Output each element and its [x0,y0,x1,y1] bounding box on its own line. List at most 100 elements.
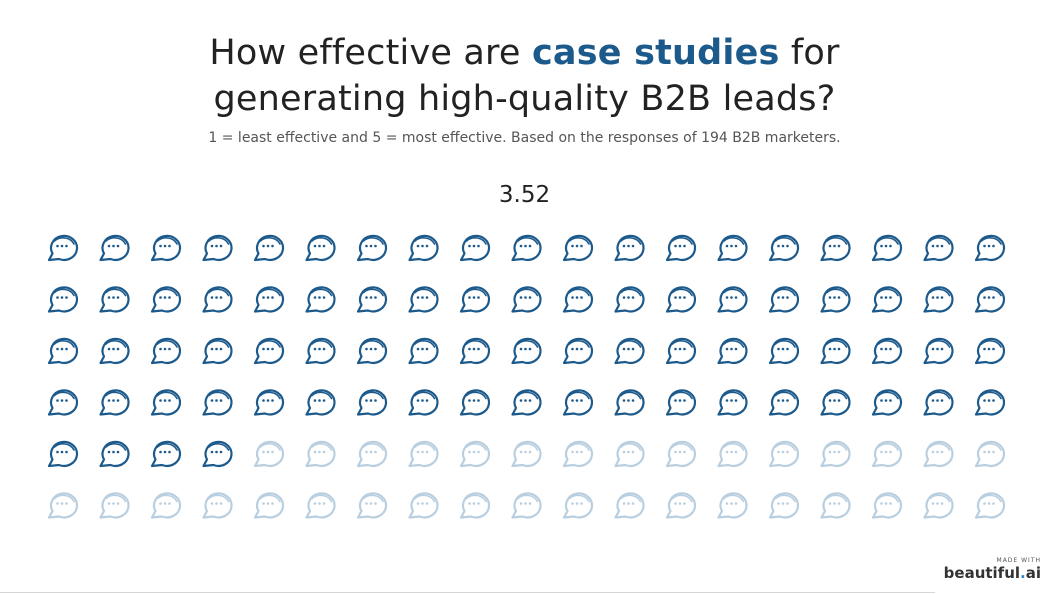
speech-bubble-icon-filled [150,234,182,262]
speech-bubble-icon-filled [150,337,182,365]
title-line-1: How effective are case studies for [0,30,1049,76]
speech-bubble-icon-filled [614,389,645,416]
speech-bubble-icon-filled [356,337,388,365]
speech-bubble-icon-filled [923,389,954,416]
speech-bubble-icon-filled [562,234,594,262]
brand-made-with: MADE WITH [996,557,1041,564]
speech-bubble-icon-filled [717,234,748,262]
brand-dot: . [1020,564,1026,582]
speech-bubble-icon-filled [562,389,594,416]
speech-bubble-icon-filled [202,234,233,262]
speech-bubble-icon-filled [47,389,79,416]
speech-bubble-icon-filled [511,286,542,313]
speech-bubble-icon-empty [614,492,645,519]
speech-bubble-icon-filled [202,286,233,313]
speech-bubble-icon-filled [768,389,800,416]
speech-bubble-icon-empty [768,440,800,468]
speech-bubble-icon-filled [47,440,79,468]
speech-bubble-icon-filled [871,234,903,262]
speech-bubble-icon-filled [408,286,439,313]
speech-bubble-icon-empty [562,440,594,468]
speech-bubble-icon-filled [408,337,439,365]
speech-bubble-icon-filled [150,389,182,416]
speech-bubble-icon-filled [665,286,697,313]
speech-bubble-icon-filled [202,389,233,416]
speech-bubble-icon-filled [923,337,954,365]
speech-bubble-icon-empty [974,440,1006,468]
speech-bubble-icon-empty [665,440,697,468]
speech-bubble-icon-filled [408,234,439,262]
speech-bubble-icon-empty [408,440,439,468]
speech-bubble-icon-filled [459,286,491,313]
speech-bubble-icon-filled [923,234,954,262]
speech-bubble-icon-filled [614,234,645,262]
brand-name-text: beautiful [943,564,1021,582]
brand-badge: MADE WITH beautiful.ai [944,557,1041,582]
brand-suffix: ai [1025,564,1041,582]
speech-bubble-icon-filled [665,234,697,262]
speech-bubble-icon-empty [150,492,182,519]
speech-bubble-icon-empty [356,440,388,468]
speech-bubble-icon-filled [202,337,233,365]
speech-bubble-icon-empty [408,492,439,519]
speech-bubble-icon-empty [820,492,851,519]
speech-bubble-icon-filled [820,337,851,365]
speech-bubble-icon-filled [253,337,285,365]
title-text-before: How effective are [209,33,532,73]
speech-bubble-icon-filled [47,234,79,262]
speech-bubble-icon-filled [768,234,800,262]
speech-bubble-icon-filled [717,389,748,416]
speech-bubble-icon-filled [768,286,800,313]
speech-bubble-icon-filled [511,337,542,365]
pictograph-grid [47,234,1006,519]
speech-bubble-icon-filled [459,337,491,365]
speech-bubble-icon-empty [717,492,748,519]
speech-bubble-icon-empty [459,440,491,468]
speech-bubble-icon-empty [202,492,233,519]
speech-bubble-icon-filled [47,337,79,365]
footer-divider [0,592,935,593]
title-text-after: for [779,33,840,73]
speech-bubble-icon-filled [871,337,903,365]
speech-bubble-icon-empty [459,492,491,519]
speech-bubble-icon-filled [408,389,439,416]
speech-bubble-icon-empty [665,492,697,519]
speech-bubble-icon-filled [99,337,130,365]
speech-bubble-icon-filled [202,440,233,468]
title-highlight: case studies [531,33,780,73]
speech-bubble-icon-filled [356,286,388,313]
speech-bubble-icon-filled [253,389,285,416]
speech-bubble-icon-filled [150,440,182,468]
speech-bubble-icon-empty [974,492,1006,519]
speech-bubble-icon-empty [356,492,388,519]
speech-bubble-icon-filled [459,389,491,416]
value-label: 3.52 [498,182,551,208]
speech-bubble-icon-filled [820,286,851,313]
speech-bubble-icon-filled [305,234,336,262]
speech-bubble-icon-filled [253,286,285,313]
speech-bubble-icon-empty [47,492,79,519]
speech-bubble-icon-filled [305,286,336,313]
speech-bubble-icon-filled [974,234,1006,262]
speech-bubble-icon-empty [562,492,594,519]
speech-bubble-icon-filled [562,337,594,365]
speech-bubble-icon-empty [253,492,285,519]
speech-bubble-icon-empty [768,492,800,519]
speech-bubble-icon-filled [717,337,748,365]
speech-bubble-icon-filled [923,286,954,313]
speech-bubble-icon-empty [871,440,903,468]
speech-bubble-icon-filled [99,286,130,313]
speech-bubble-icon-empty [717,440,748,468]
speech-bubble-icon-filled [871,286,903,313]
speech-bubble-icon-empty [871,492,903,519]
speech-bubble-icon-empty [614,440,645,468]
speech-bubble-icon-filled [768,337,800,365]
speech-bubble-icon-empty [511,492,542,519]
speech-bubble-icon-empty [923,492,954,519]
speech-bubble-icon-filled [614,286,645,313]
speech-bubble-icon-filled [356,234,388,262]
title-line-2: generating high-quality B2B leads? [213,79,836,119]
speech-bubble-icon-filled [974,337,1006,365]
speech-bubble-icon-empty [820,440,851,468]
speech-bubble-icon-empty [305,492,336,519]
